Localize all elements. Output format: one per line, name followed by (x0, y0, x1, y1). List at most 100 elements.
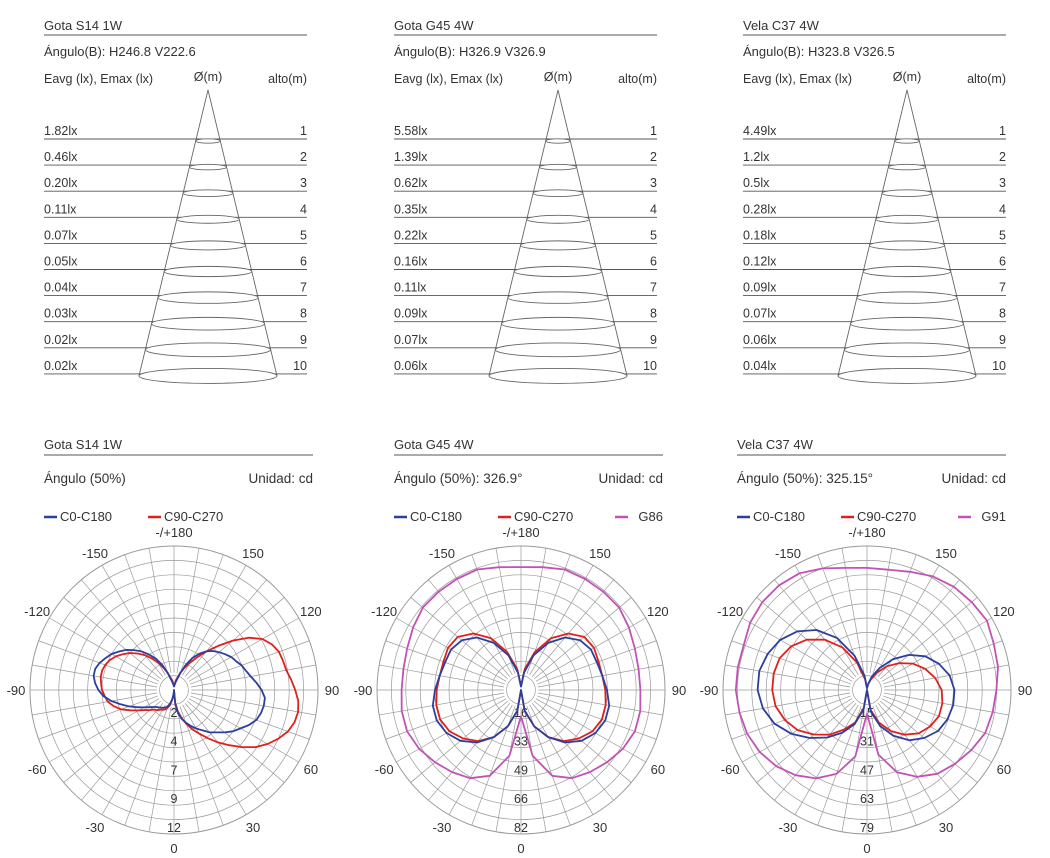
legend-label: C0-C180 (60, 509, 112, 524)
grid-spoke (176, 706, 200, 832)
grid-spoke (877, 703, 960, 801)
radial-label: 9 (171, 792, 178, 806)
grid-spoke (531, 703, 614, 801)
grid-spoke (101, 704, 166, 815)
angle-label: -120 (717, 604, 743, 619)
grid-spoke (523, 548, 547, 674)
grid-spoke (495, 706, 519, 832)
grid-spoke (63, 700, 161, 783)
grid-spoke (537, 692, 663, 716)
series-g86-curve (400, 566, 642, 780)
grid-spoke (875, 565, 940, 676)
grid-spoke (535, 698, 646, 763)
angle-label: 30 (593, 820, 607, 835)
grid-spoke (190, 664, 316, 688)
cone-angle-label: Ángulo(B): H323.8 V326.5 (743, 44, 895, 59)
grid-spoke (794, 704, 859, 815)
grid-spoke (841, 548, 865, 674)
grid-spoke (880, 700, 978, 783)
series-c0-c180-curve (756, 629, 956, 742)
unit-label: Unidad: cd (598, 471, 663, 486)
angle-label: -150 (82, 546, 108, 561)
lux-value: 0.11lx (44, 202, 77, 216)
col-lux-label: Eavg (lx), Emax (lx) (44, 72, 153, 86)
grid-spoke (534, 700, 632, 783)
cone-ring (520, 240, 596, 251)
lux-value: 0.22lx (394, 228, 428, 242)
grid-spoke (531, 579, 614, 677)
angle-label: -60 (375, 762, 394, 777)
cone-ring (532, 189, 584, 197)
angle-label: -90 (354, 683, 373, 698)
cone-edge-left (138, 89, 209, 377)
grid-spoke (38, 640, 158, 685)
polar-panel: Vela C37 4W Ángulo (50%): 325.15° Unidad: … (700, 437, 1033, 856)
lux-value: 0.03lx (44, 307, 78, 321)
grid-spoke (187, 700, 285, 783)
angle-label: -30 (779, 820, 798, 835)
grid-spoke (49, 698, 160, 763)
lux-value: 0.09lx (394, 307, 428, 321)
cone-edge-left (837, 89, 908, 377)
cone-edge-right (207, 89, 278, 377)
angle-label: -120 (24, 604, 50, 619)
lux-value: 0.16lx (394, 255, 428, 269)
lux-value: 0.28lx (743, 202, 777, 216)
col-diam-label: Ø(m) (544, 70, 572, 84)
lux-value: 0.02lx (44, 333, 78, 347)
height-value: 4 (300, 202, 307, 216)
legend-entry: G91 (958, 509, 1006, 524)
angle-label: 0 (170, 841, 177, 856)
polar-title: Vela C37 4W (737, 437, 814, 452)
grid-spoke (881, 698, 992, 763)
col-diam-label: Ø(m) (893, 70, 921, 84)
grid-spoke (883, 664, 1009, 688)
grid-spoke (379, 692, 505, 716)
legend-label: C90-C270 (514, 509, 573, 524)
grid-spoke (881, 617, 992, 682)
cone-angle-label: Ángulo(B): H246.8 V222.6 (44, 44, 196, 59)
cone-title: Gota G45 4W (394, 18, 474, 33)
radial-label: 66 (514, 792, 528, 806)
lux-value: 0.20lx (44, 176, 78, 190)
angle-label: -150 (429, 546, 455, 561)
polar-title: Gota S14 1W (44, 437, 123, 452)
lux-value: 0.07lx (394, 333, 428, 347)
legend-entry: C0-C180 (394, 509, 462, 524)
angle-label: -150 (775, 546, 801, 561)
lux-value: 1.82lx (44, 124, 78, 138)
cone-ring (501, 316, 615, 331)
lux-value: 0.07lx (44, 228, 78, 242)
lux-value: 0.62lx (394, 176, 428, 190)
col-height-label: alto(m) (618, 72, 657, 86)
series-c0-c180-curve (92, 649, 266, 734)
grid-spoke (182, 704, 247, 815)
grid-spoke (880, 597, 978, 680)
height-value: 9 (650, 333, 657, 347)
legend-label: G86 (638, 509, 663, 524)
height-value: 7 (650, 281, 657, 295)
grid-spoke (187, 597, 285, 680)
cone-ring (163, 265, 253, 278)
height-value: 5 (300, 228, 307, 242)
lux-value: 0.11lx (394, 281, 427, 295)
grid-spoke (883, 695, 1003, 740)
grid-spoke (124, 706, 169, 826)
cone-ring (138, 367, 278, 384)
grid-spoke (184, 579, 267, 677)
grid-ring (506, 675, 536, 705)
grid-spoke (176, 548, 200, 674)
cone-ring (513, 265, 603, 278)
grid-spoke (817, 706, 862, 826)
unit-label: Unidad: cd (248, 471, 313, 486)
cone-edge-right (557, 89, 628, 377)
height-value: 8 (999, 307, 1006, 321)
height-value: 9 (999, 333, 1006, 347)
cone-panel: Gota G45 4W Ángulo(B): H326.9 V326.9 Eavg … (394, 18, 657, 384)
height-value: 1 (650, 124, 657, 138)
angle-label: 0 (517, 841, 524, 856)
radial-label: 7 (171, 763, 178, 777)
angle-label: -60 (721, 762, 740, 777)
grid-spoke (38, 695, 158, 740)
